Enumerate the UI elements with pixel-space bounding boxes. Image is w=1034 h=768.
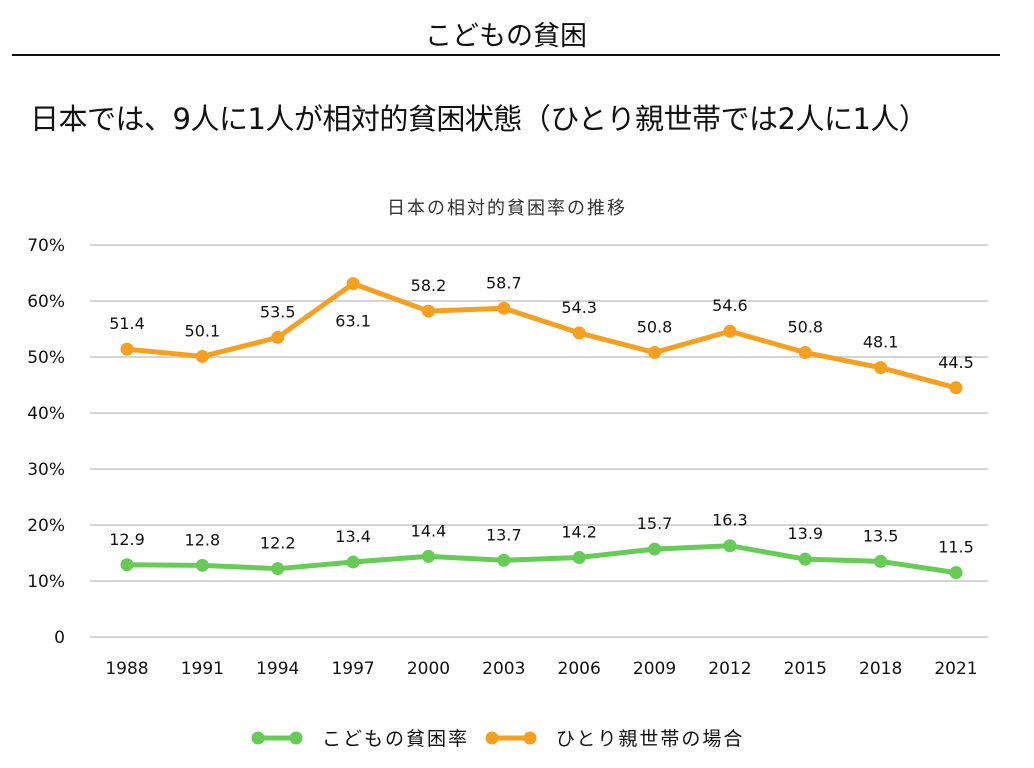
data-label: 13.4 [335,527,371,546]
data-point [572,550,586,564]
data-point [949,566,963,580]
data-point [723,324,737,338]
x-tick-label: 2006 [558,659,601,679]
y-tick-label: 20% [27,516,65,536]
data-point [572,326,586,340]
x-tick-label: 2000 [407,659,450,679]
title-divider [12,54,1000,56]
legend-item: こどもの貧困率 [251,728,469,750]
x-tick-label: 2009 [633,659,676,679]
data-label: 48.1 [863,333,899,352]
legend-label: こどもの貧困率 [322,728,469,750]
data-point [723,539,737,553]
data-point [120,342,134,356]
chart-title: 日本の相対的貧困率の推移 [387,198,627,219]
y-tick-label: 60% [27,292,65,312]
page-title: こどもの貧困 [425,21,587,52]
x-tick-label: 2012 [708,659,751,679]
x-tick-label: 1994 [256,659,299,679]
y-tick-label: 30% [27,460,65,480]
data-point [798,346,812,360]
data-label: 54.6 [712,296,748,315]
data-label: 13.9 [787,524,823,543]
legend-marker [289,731,303,745]
data-label: 13.5 [863,526,899,545]
data-label: 16.3 [712,511,748,530]
series-1: 51.4 50.1 53.5 63.1 58.2 58.7 54.3 50.8 54.6 50.8… [109,273,974,395]
series-line [126,543,957,576]
data-point [421,549,435,563]
data-point [874,554,888,568]
data-point [648,346,662,360]
data-label: 54.3 [561,298,597,317]
legend-label: ひとり親世帯の場合 [556,728,744,750]
data-label: 14.2 [561,522,597,541]
data-label: 53.5 [260,302,296,321]
legend-item: ひとり親世帯の場合 [485,728,744,750]
data-label: 14.4 [411,521,447,540]
data-point [346,555,360,569]
x-tick-label: 2021 [934,659,977,679]
data-label: 44.5 [938,353,974,372]
data-point [497,301,511,315]
data-point [648,542,662,556]
data-label: 50.8 [787,318,823,337]
data-point [346,277,360,291]
data-label: 12.9 [109,530,145,549]
data-label: 11.5 [938,538,974,557]
data-point [120,558,134,572]
data-label: 58.7 [486,273,522,292]
y-tick-label: 40% [27,404,65,424]
data-label: 63.1 [335,312,371,331]
series-line [126,281,957,391]
y-tick-label: 0 [54,628,65,648]
data-label: 12.8 [185,530,221,549]
x-tick-label: 2003 [482,659,525,679]
data-label: 15.7 [637,514,673,533]
data-point [195,558,209,572]
legend-marker [523,731,537,745]
data-label: 58.2 [411,276,447,295]
headline: 日本では、9人に1人が相対的貧困状態（ひとり親世帯では2人に1人） [30,102,928,136]
data-point [271,562,285,576]
x-tick-label: 1988 [105,659,148,679]
data-point [497,553,511,567]
data-point [271,330,285,344]
data-label: 12.2 [260,534,296,553]
data-label: 50.8 [637,318,673,337]
x-tick-label: 1991 [181,659,224,679]
legend-marker [251,731,265,745]
x-tick-label: 2018 [859,659,902,679]
data-point [421,304,435,318]
y-tick-label: 70% [27,236,65,256]
series-0: 12.9 12.8 12.2 13.4 14.4 13.7 14.2 15.7 16.3 13.9… [109,511,974,580]
data-label: 50.1 [185,321,221,340]
data-point [949,381,963,395]
data-point [798,552,812,566]
data-point [195,349,209,363]
data-label: 51.4 [109,314,145,333]
x-tick-label: 2015 [784,659,827,679]
data-point [874,361,888,375]
legend-marker [485,731,499,745]
data-label: 13.7 [486,525,522,544]
x-tick-label: 1997 [331,659,374,679]
y-tick-label: 10% [27,572,65,592]
y-tick-label: 50% [27,348,65,368]
